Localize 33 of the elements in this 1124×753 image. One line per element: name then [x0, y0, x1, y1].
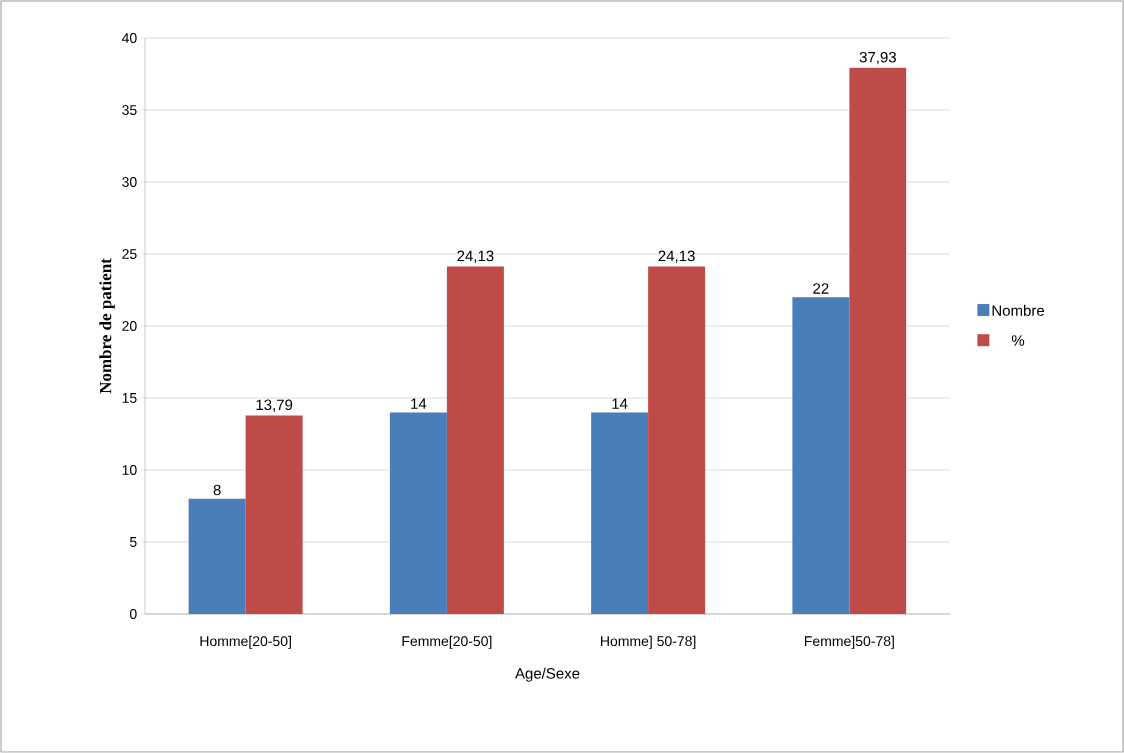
y-tick-label: 30 — [122, 177, 137, 187]
bar — [245, 415, 303, 614]
bar — [648, 266, 706, 614]
y-tick-label: 5 — [129, 537, 137, 547]
x-tick-label: Femme]50-78] — [805, 635, 894, 649]
data-label: 14 — [612, 398, 628, 409]
x-axis-title: Age/Sexe — [515, 667, 580, 682]
y-tick-label: 15 — [122, 393, 137, 403]
bar — [389, 412, 447, 614]
bar — [188, 498, 246, 614]
data-label: 37,93 — [859, 51, 896, 65]
y-tick-label: 20 — [122, 321, 137, 331]
data-label: 22 — [813, 283, 829, 294]
bar — [792, 297, 850, 614]
x-tick-label: Homme[20-50] — [200, 635, 291, 649]
bar — [446, 266, 504, 614]
y-axis-title: Nombre de patient — [99, 258, 115, 394]
y-tick-label: 25 — [122, 249, 137, 259]
legend-label: % — [1011, 335, 1025, 346]
data-label: 14 — [411, 398, 427, 409]
x-tick-label: Homme] 50-78] — [601, 635, 696, 649]
data-label: 13,79 — [256, 399, 293, 412]
data-label: 24,13 — [457, 250, 494, 263]
data-label: 8 — [213, 484, 221, 496]
y-tick-label: 0 — [129, 609, 137, 619]
y-tick-label: 10 — [122, 465, 137, 475]
legend-label: Nombre — [992, 304, 1045, 316]
bar — [591, 412, 649, 614]
y-tick-label: 40 — [121, 33, 137, 43]
y-tick-label: 35 — [122, 105, 137, 115]
x-tick-label: Femme[20-50] — [402, 635, 492, 649]
bar — [849, 67, 907, 614]
data-label: 24,13 — [658, 250, 695, 263]
